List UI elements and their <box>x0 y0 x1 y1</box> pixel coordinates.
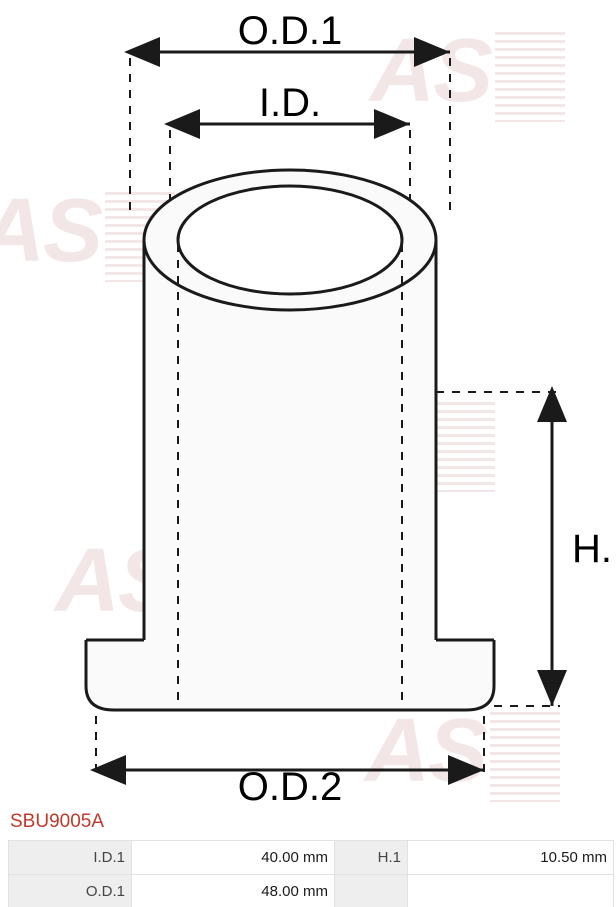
spec-key: O.D.1 <box>9 875 132 907</box>
spec-key <box>335 875 408 907</box>
spec-value: 10.50 mm <box>408 841 614 875</box>
label-h: H. <box>572 527 612 571</box>
page-root: AS AS AS AS AS O.D.1 <box>0 0 616 907</box>
label-od2: O.D.2 <box>238 765 342 809</box>
spec-key: H.1 <box>335 841 408 875</box>
table-row: I.D.1 40.00 mm H.1 10.50 mm <box>9 841 614 875</box>
label-id: I.D. <box>259 81 321 125</box>
dim-od2: O.D.2 <box>96 716 484 809</box>
product-code: SBU9005A <box>10 811 104 833</box>
bushing-diagram: O.D.1 I.D. <box>0 0 616 810</box>
spec-table: I.D.1 40.00 mm H.1 10.50 mm O.D.1 48.00 … <box>8 840 614 907</box>
spec-key: I.D.1 <box>9 841 132 875</box>
spec-value <box>408 875 614 907</box>
label-od1: O.D.1 <box>238 9 342 53</box>
spec-value: 40.00 mm <box>132 841 335 875</box>
table-row: O.D.1 48.00 mm <box>9 875 614 907</box>
bushing-body <box>86 170 494 710</box>
spec-value: 48.00 mm <box>132 875 335 907</box>
